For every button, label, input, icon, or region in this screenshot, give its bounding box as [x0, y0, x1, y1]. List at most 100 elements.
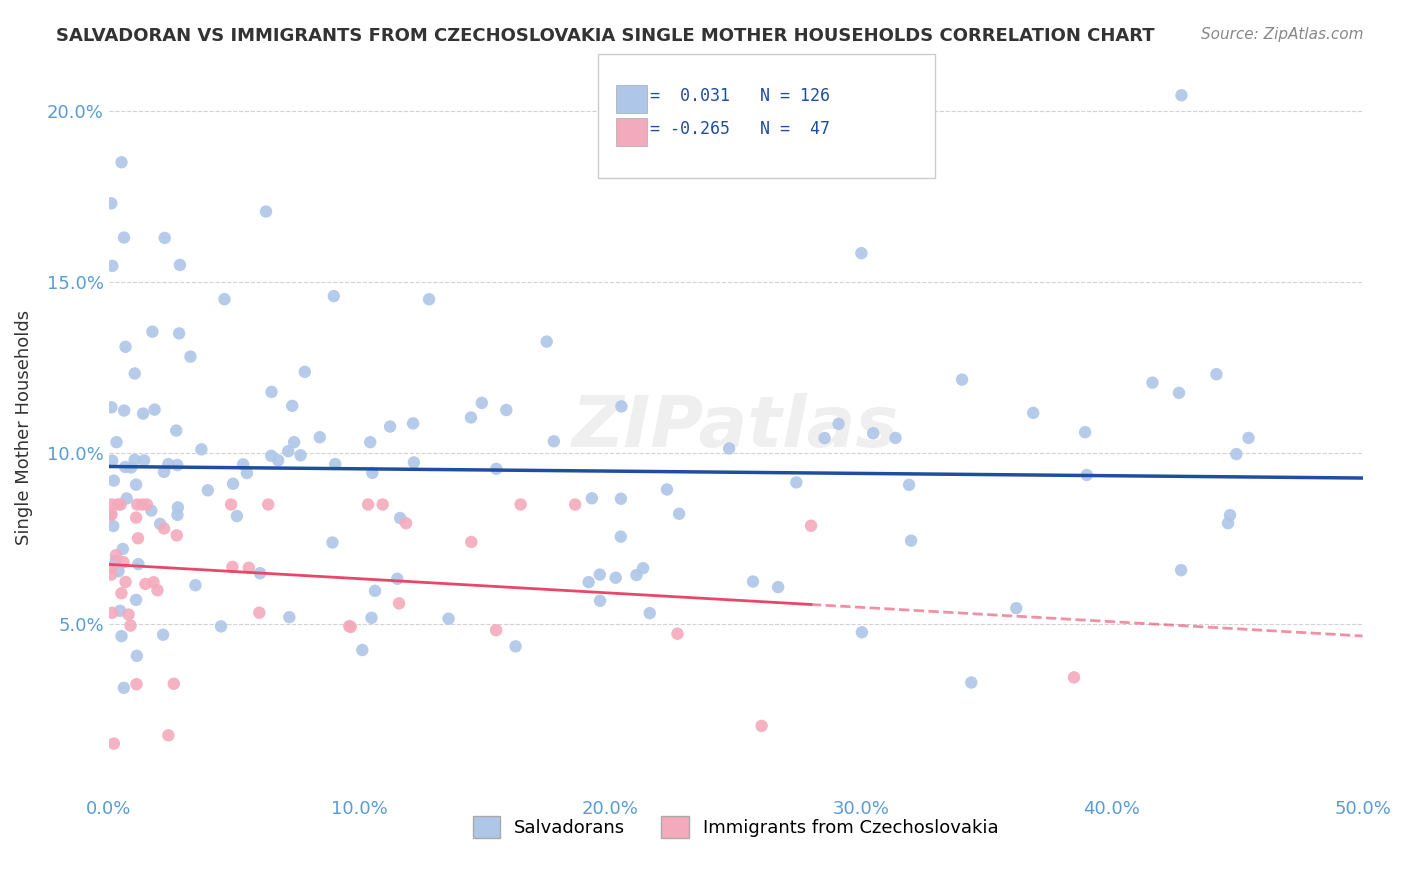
Point — [101, 259, 124, 273]
Point — [110, 629, 132, 643]
Y-axis label: Single Mother Households: Single Mother Households — [15, 310, 32, 545]
Text: R = -0.265   N =  47: R = -0.265 N = 47 — [630, 120, 830, 138]
Point — [1074, 425, 1097, 440]
Point — [471, 396, 494, 410]
Point — [281, 399, 304, 413]
Point — [610, 530, 633, 544]
Point — [114, 460, 136, 475]
Point — [402, 417, 425, 431]
Point — [766, 580, 789, 594]
Point — [666, 626, 689, 640]
Point — [308, 430, 330, 444]
Point — [460, 535, 482, 549]
Point — [125, 510, 148, 524]
Point — [364, 583, 387, 598]
Point — [127, 557, 149, 571]
Point — [638, 606, 661, 620]
Point — [157, 728, 180, 742]
Text: R =  0.031   N = 126: R = 0.031 N = 126 — [630, 87, 830, 105]
Point — [322, 289, 344, 303]
Point — [114, 340, 136, 354]
Point — [900, 533, 922, 548]
Point — [1225, 447, 1247, 461]
Point — [389, 511, 412, 525]
Point — [153, 465, 176, 479]
Point — [267, 453, 290, 467]
Point — [359, 435, 381, 450]
Text: Source: ZipAtlas.com: Source: ZipAtlas.com — [1201, 27, 1364, 42]
Point — [146, 583, 169, 598]
Point — [1022, 406, 1045, 420]
Text: ZIPatlas: ZIPatlas — [572, 393, 900, 462]
Point — [509, 498, 531, 512]
Point — [114, 574, 136, 589]
Point — [100, 561, 122, 575]
Point — [361, 466, 384, 480]
Point — [110, 155, 132, 169]
Point — [141, 503, 163, 517]
Point — [225, 508, 247, 523]
Point — [564, 498, 586, 512]
Point — [112, 555, 135, 569]
Point — [120, 460, 142, 475]
Point — [209, 619, 232, 633]
Point — [214, 292, 236, 306]
Point — [1216, 516, 1239, 531]
Point — [100, 508, 122, 522]
Text: SALVADORAN VS IMMIGRANTS FROM CZECHOSLOVAKIA SINGLE MOTHER HOUSEHOLDS CORRELATIO: SALVADORAN VS IMMIGRANTS FROM CZECHOSLOV… — [56, 27, 1154, 45]
Point — [166, 528, 188, 542]
Point — [111, 541, 134, 556]
Point — [277, 444, 299, 458]
Point — [1005, 601, 1028, 615]
Point — [135, 498, 157, 512]
Point — [100, 507, 122, 521]
Point — [950, 373, 973, 387]
Point — [110, 498, 132, 512]
Point — [167, 326, 190, 341]
Point — [132, 407, 155, 421]
Point — [153, 521, 176, 535]
Point — [1237, 431, 1260, 445]
Point — [283, 435, 305, 450]
Point — [125, 677, 148, 691]
Point — [132, 453, 155, 467]
Point — [387, 572, 409, 586]
Point — [101, 606, 124, 620]
Point — [495, 403, 517, 417]
Point — [107, 564, 129, 578]
Point — [352, 643, 374, 657]
Point — [110, 586, 132, 600]
Point — [108, 604, 131, 618]
Point — [290, 448, 312, 462]
Point — [1170, 88, 1192, 103]
Point — [105, 435, 128, 450]
Point — [131, 498, 153, 512]
Point — [103, 474, 125, 488]
Point — [800, 518, 823, 533]
Point — [134, 577, 156, 591]
Point — [294, 365, 316, 379]
Point — [1142, 376, 1164, 390]
Point — [101, 498, 124, 512]
Point — [418, 292, 440, 306]
Point — [1168, 385, 1191, 400]
Point — [104, 548, 127, 562]
Point — [1205, 368, 1227, 382]
Point — [112, 681, 135, 695]
Point — [1219, 508, 1241, 522]
Point — [485, 462, 508, 476]
Point — [107, 498, 129, 512]
Point — [278, 610, 301, 624]
Point — [190, 442, 212, 457]
Point — [117, 607, 139, 622]
Point — [112, 403, 135, 417]
Point — [813, 431, 835, 445]
Point — [626, 568, 648, 582]
Point — [884, 431, 907, 445]
Point — [120, 618, 142, 632]
Point — [257, 498, 280, 512]
Point — [610, 491, 633, 506]
Point — [605, 571, 627, 585]
Point — [337, 619, 360, 633]
Point — [101, 454, 124, 468]
